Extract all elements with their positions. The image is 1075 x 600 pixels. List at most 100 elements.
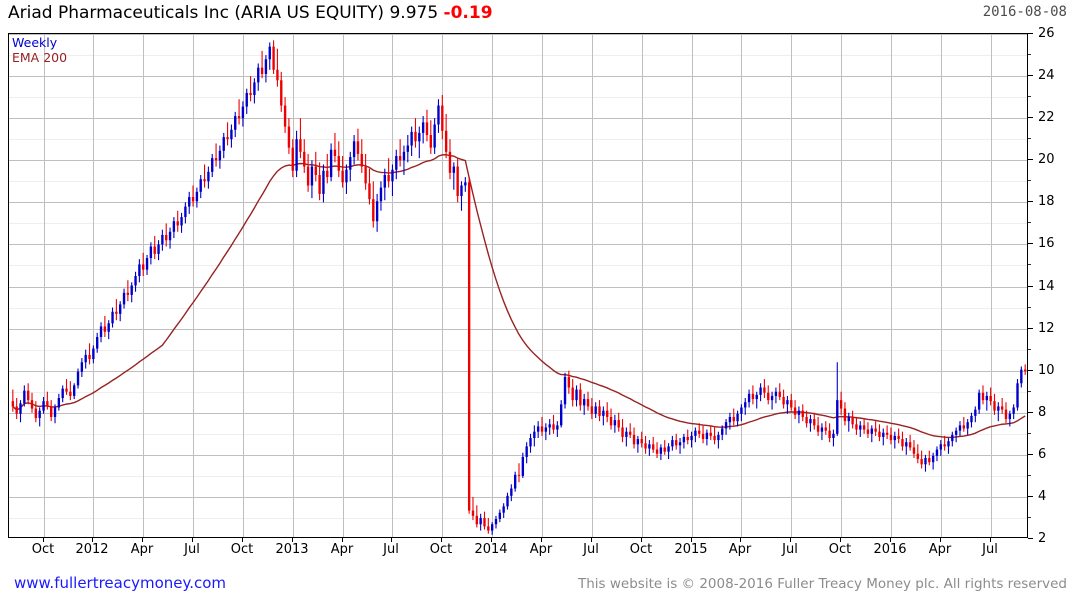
x-axis-label: Jul bbox=[383, 542, 399, 557]
candle-body bbox=[916, 453, 919, 460]
candle-body bbox=[11, 401, 15, 407]
y-axis-label: 20 bbox=[1038, 152, 1055, 167]
candle-body bbox=[694, 430, 697, 436]
candle-body bbox=[429, 135, 432, 148]
candle-body bbox=[1016, 383, 1019, 408]
candle-body bbox=[606, 410, 609, 417]
x-axis-label: 2013 bbox=[275, 542, 309, 557]
y-axis-tickmark bbox=[1028, 496, 1033, 497]
candle-body bbox=[962, 425, 965, 429]
y-axis-tickmark bbox=[1028, 454, 1033, 455]
candle-body bbox=[556, 425, 559, 430]
x-axis-label: Apr bbox=[130, 542, 154, 557]
candle-body bbox=[905, 442, 908, 447]
y-axis-tickmark-minor bbox=[1028, 180, 1031, 181]
candle-body bbox=[126, 292, 130, 295]
candle-body bbox=[61, 388, 64, 399]
candle-body bbox=[989, 395, 992, 402]
candle-body bbox=[88, 354, 91, 360]
site-url[interactable]: www.fullertreacymoney.com bbox=[14, 574, 227, 592]
x-axis-label: 2015 bbox=[674, 542, 708, 557]
candle-body bbox=[299, 139, 302, 152]
x-axis-tickmark bbox=[740, 538, 741, 542]
candle-body bbox=[99, 326, 103, 337]
candle-body bbox=[69, 391, 72, 396]
candle-body bbox=[234, 116, 237, 130]
candle-body bbox=[536, 426, 540, 432]
candle-body bbox=[283, 105, 287, 127]
candle-body bbox=[341, 170, 344, 183]
candle-body bbox=[322, 170, 325, 194]
candle-body bbox=[816, 425, 820, 432]
candle-body bbox=[406, 145, 409, 152]
x-axis-tickmark bbox=[641, 538, 642, 542]
candle-body bbox=[306, 166, 310, 186]
candle-body bbox=[1020, 369, 1023, 384]
candle-body bbox=[797, 410, 801, 415]
candle-body bbox=[42, 401, 45, 411]
candle-body bbox=[686, 436, 689, 441]
candle-body bbox=[977, 392, 981, 410]
candle-body bbox=[46, 401, 49, 407]
x-axis-label: Oct bbox=[31, 542, 55, 557]
x-axis-label: Oct bbox=[230, 542, 254, 557]
candle-body bbox=[157, 244, 160, 254]
y-axis-tickmark bbox=[1028, 538, 1033, 539]
x-axis-tickmark bbox=[292, 538, 293, 542]
candle-body bbox=[851, 416, 854, 425]
candle-body bbox=[598, 406, 601, 416]
candle-body bbox=[981, 392, 985, 401]
x-axis-tickmark bbox=[541, 538, 542, 542]
x-axis-label: Jul bbox=[982, 542, 998, 557]
candle-body bbox=[640, 439, 643, 444]
candle-body bbox=[149, 246, 153, 259]
x-axis-label: Jul bbox=[782, 542, 798, 557]
candle-body bbox=[709, 432, 712, 436]
legend-item-interval: Weekly bbox=[12, 35, 58, 50]
y-axis-tickmark bbox=[1028, 33, 1033, 34]
candle-body bbox=[636, 439, 640, 445]
candle-body bbox=[418, 132, 421, 142]
candle-body bbox=[690, 435, 693, 441]
candle-body bbox=[801, 410, 804, 417]
candle-body bbox=[80, 362, 84, 372]
candle-body bbox=[790, 400, 793, 408]
candle-body bbox=[602, 410, 605, 416]
candle-series bbox=[11, 40, 1027, 535]
candle-body bbox=[824, 427, 827, 431]
candle-body bbox=[218, 150, 222, 161]
y-axis-tickmark-minor bbox=[1028, 475, 1031, 476]
candle-body bbox=[958, 425, 962, 431]
x-axis-tickmark bbox=[43, 538, 44, 542]
y-axis-tickmark-minor bbox=[1028, 264, 1031, 265]
candle-body bbox=[379, 187, 383, 202]
candle-body bbox=[425, 122, 429, 135]
candle-body bbox=[414, 131, 417, 142]
x-axis-tickmark bbox=[92, 538, 93, 542]
candlestick-chart bbox=[9, 34, 1027, 537]
candle-body bbox=[954, 430, 958, 435]
x-axis-tickmark bbox=[242, 538, 243, 542]
candle-body bbox=[897, 435, 900, 440]
candle-body bbox=[874, 428, 877, 432]
candle-body bbox=[53, 407, 57, 417]
candle-body bbox=[882, 432, 885, 437]
candle-body bbox=[195, 191, 199, 202]
candle-body bbox=[529, 438, 532, 447]
candle-body bbox=[172, 221, 176, 232]
candle-body bbox=[767, 392, 770, 401]
candle-body bbox=[855, 424, 858, 430]
x-axis-label: 2014 bbox=[474, 542, 508, 557]
candle-body bbox=[479, 517, 482, 525]
chart-plot-area[interactable] bbox=[8, 33, 1028, 538]
candle-body bbox=[678, 442, 682, 446]
candle-body bbox=[295, 139, 298, 171]
y-axis-label: 16 bbox=[1038, 236, 1055, 251]
candle-body bbox=[49, 406, 53, 417]
candle-body bbox=[494, 519, 498, 525]
candle-body bbox=[84, 354, 87, 363]
candle-body bbox=[245, 92, 248, 107]
candle-body bbox=[590, 406, 594, 414]
x-axis-tickmark bbox=[142, 538, 143, 542]
candle-body bbox=[372, 199, 375, 222]
